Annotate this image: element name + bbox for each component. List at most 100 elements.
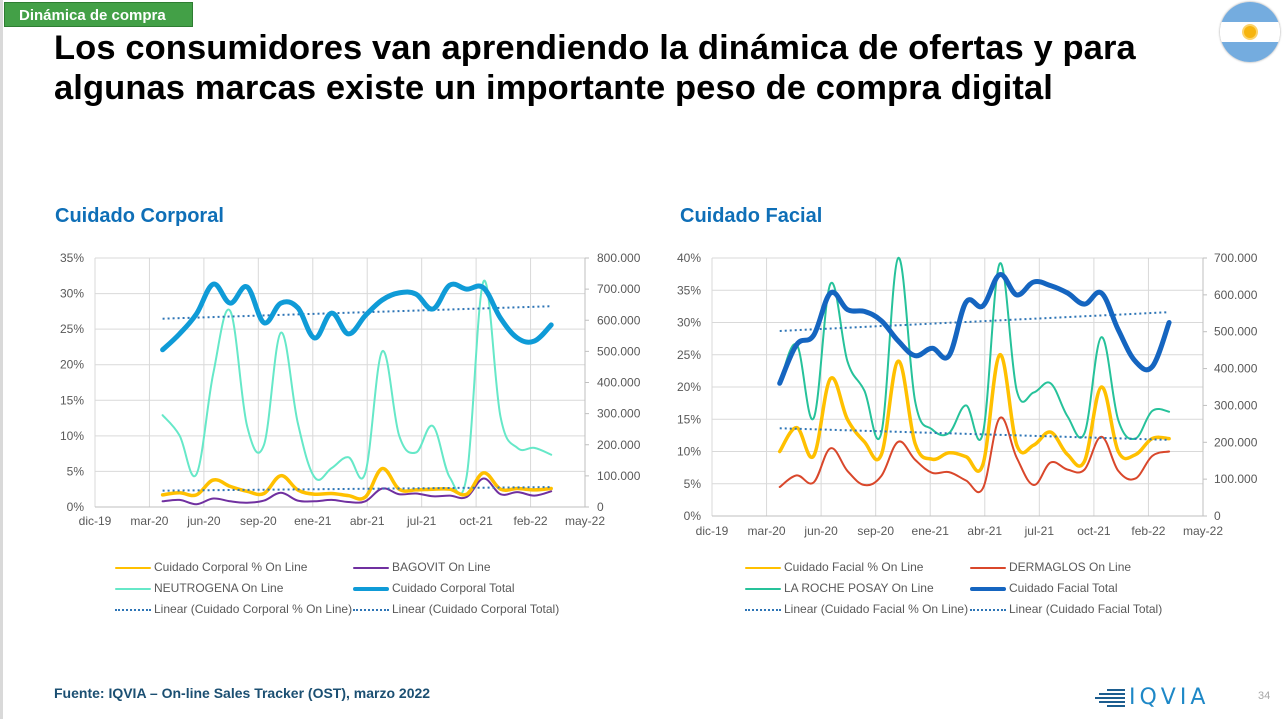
legend-label: Linear (Cuidado Corporal % On Line): [154, 602, 353, 616]
y-left-tick-label: 20%: [677, 380, 701, 394]
x-tick-label: abr-21: [350, 514, 385, 528]
legend-label: LA ROCHE POSAY On Line: [784, 581, 934, 595]
legend-swatch: [353, 566, 389, 569]
legend-item: Linear (Cuidado Facial Total): [970, 601, 1162, 617]
y-left-tick-label: 20%: [60, 358, 84, 372]
x-tick-label: abr-21: [967, 524, 1002, 538]
series-cuidado-corporal-on-line-line: [160, 466, 553, 501]
x-tick-label: ene-21: [294, 514, 332, 528]
y-right-tick-label: 800.000: [597, 251, 641, 265]
chart-title-facial: Cuidado Facial: [680, 205, 823, 227]
x-tick-label: may-22: [1183, 524, 1223, 538]
x-tick-label: sep-20: [857, 524, 894, 538]
y-right-tick-label: 300.000: [1214, 398, 1258, 412]
y-right-tick-label: 700.000: [1214, 251, 1258, 265]
legend-swatch: [115, 587, 151, 590]
x-tick-label: jul-21: [1024, 524, 1055, 538]
legend-item: Cuidado Facial Total: [970, 580, 1118, 596]
y-left-tick-label: 0%: [684, 509, 702, 523]
chart-facial: 0% 5% 10% 15% 20% 25% 30% 35% 40% dic-19 mar-20 jun…: [677, 251, 1258, 538]
legend-swatch: [745, 608, 781, 611]
y-right-tick-label: 300.000: [597, 407, 641, 421]
y-right-tick-label: 400.000: [597, 376, 641, 390]
sun-icon: [1244, 26, 1256, 38]
legend-item: DERMAGLOS On Line: [970, 559, 1131, 575]
legend-item: Linear (Cuidado Corporal % On Line): [115, 601, 352, 617]
legend-label: Cuidado Facial Total: [1009, 581, 1118, 595]
slide-left-border: [0, 0, 3, 719]
y-right-tick-label: 0: [1214, 509, 1221, 523]
y-left-tick-label: 10%: [677, 445, 701, 459]
y-right-tick-label: 500.000: [1214, 325, 1258, 339]
slide-title-line-1: Los consumidores van aprendiendo la diná…: [54, 29, 1136, 67]
x-tick-label: feb-22: [1131, 524, 1165, 538]
x-tick-label: dic-19: [79, 514, 112, 528]
y-left-tick-label: 30%: [60, 287, 84, 301]
footer-source: Fuente: IQVIA – On-line Sales Tracker (O…: [54, 685, 431, 701]
x-tick-label: sep-20: [240, 514, 277, 528]
series-neutrogena-on-line-line: [161, 280, 553, 496]
y-left-tick-label: 25%: [677, 348, 701, 362]
legend-item: NEUTROGENA On Line: [115, 580, 283, 596]
legend-item: Linear (Cuidado Facial % On Line): [745, 601, 968, 617]
iqvia-logo: IQVIA: [1095, 685, 1209, 710]
y-right-tick-label: 400.000: [1214, 362, 1258, 376]
legend-item: Cuidado Corporal % On Line: [115, 559, 307, 575]
x-tick-label: dic-19: [696, 524, 729, 538]
x-tick-label: may-22: [565, 514, 605, 528]
chart-corporal: 0% 5% 10% 15% 20% 25% 30% 35% dic-19 mar-20 jun-20…: [60, 251, 641, 528]
x-tick-label: oct-21: [1077, 524, 1111, 538]
argentina-flag-icon: [1220, 2, 1280, 62]
y-left-tick-label: 15%: [60, 393, 84, 407]
legend-swatch: [970, 566, 1006, 569]
y-left-tick-label: 15%: [677, 412, 701, 426]
legend-swatch: [353, 586, 389, 591]
legend-item: BAGOVIT On Line: [353, 559, 491, 575]
legend-label: DERMAGLOS On Line: [1009, 560, 1132, 574]
series-la-roche-posay-on-line-line: [778, 256, 1171, 442]
x-tick-label: feb-22: [514, 514, 548, 528]
y-left-tick-label: 25%: [60, 322, 84, 336]
y-right-tick-label: 200.000: [1214, 435, 1258, 449]
y-left-tick-label: 40%: [677, 251, 701, 265]
legend-swatch: [353, 608, 389, 611]
x-tick-label: ene-21: [912, 524, 950, 538]
legend-label: Linear (Cuidado Corporal Total): [392, 602, 560, 616]
legend-item: Cuidado Facial % On Line: [745, 559, 923, 575]
series-bagovit-on-line-line: [161, 477, 553, 506]
legend-label: Cuidado Facial % On Line: [784, 560, 924, 574]
y-left-tick-label: 35%: [677, 283, 701, 297]
section-tag: Dinámica de compra: [4, 2, 193, 27]
iqvia-logo-icon: [1095, 688, 1125, 707]
y-left-tick-label: 5%: [684, 477, 702, 491]
slide-title-line-2: algunas marcas existe un importante peso…: [54, 69, 1053, 107]
y-left-tick-label: 30%: [677, 316, 701, 330]
y-right-tick-label: 700.000: [597, 282, 641, 296]
series-cuidado-corporal-total-line: [160, 281, 554, 353]
legend-item: Cuidado Corporal Total: [353, 580, 515, 596]
series-cuidado-facial-total-line: [777, 272, 1172, 386]
y-right-tick-label: 600.000: [1214, 288, 1258, 302]
legend-swatch: [970, 586, 1006, 591]
y-right-tick-label: 100.000: [1214, 472, 1258, 486]
legend-item: LA ROCHE POSAY On Line: [745, 580, 934, 596]
legend-swatch: [745, 587, 781, 590]
legend-swatch: [745, 566, 781, 570]
y-right-tick-label: 600.000: [597, 313, 641, 327]
y-right-tick-label: 500.000: [597, 344, 641, 358]
legend-swatch: [115, 566, 151, 570]
page-number: 34: [1258, 690, 1271, 702]
legend-swatch: [115, 608, 151, 611]
legend-swatch: [970, 608, 1006, 611]
chart-title-corporal: Cuidado Corporal: [55, 205, 224, 227]
y-left-tick-label: 5%: [67, 464, 85, 478]
y-right-tick-label: 0: [597, 500, 604, 514]
series-dermaglos-on-line-line: [778, 416, 1171, 494]
legend-label: Cuidado Corporal Total: [392, 581, 515, 595]
legend-label: NEUTROGENA On Line: [154, 581, 284, 595]
x-tick-label: mar-20: [130, 514, 168, 528]
y-left-tick-label: 10%: [60, 429, 84, 443]
x-tick-label: jun-20: [803, 524, 838, 538]
legend-label: Linear (Cuidado Facial Total): [1009, 602, 1163, 616]
y-right-tick-label: 100.000: [597, 469, 641, 483]
